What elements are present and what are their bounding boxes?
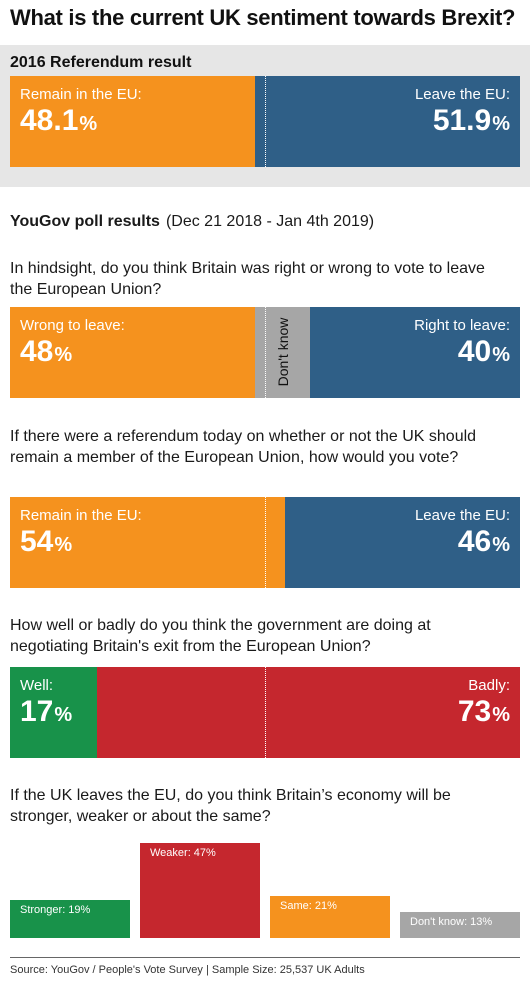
remain-label: Remain in the EU: (20, 86, 142, 103)
referendum-bar: Remain in the EU: 48.1% Leave the EU: 51… (10, 76, 520, 167)
remain-segment (10, 497, 285, 588)
source-note: Source: YouGov / People's Vote Survey | … (10, 964, 365, 976)
footer-divider (10, 957, 520, 958)
right-to-leave-value: 40% (457, 335, 510, 368)
leave-segment (285, 497, 520, 588)
question-2: If there were a referendum today on whet… (10, 428, 477, 466)
stronger-bar (10, 900, 130, 938)
badly-label: Badly: (468, 677, 510, 694)
well-segment (10, 667, 97, 758)
q2-bar: Remain in the EU: 54% Leave the EU: 46% (10, 497, 520, 588)
referendum-heading: 2016 Referendum result (10, 54, 192, 71)
midpoint-line (265, 497, 266, 588)
poll-heading: YouGov poll results (Dec 21 2018 - Jan 4t… (10, 213, 375, 230)
stronger-bar-label: Stronger: 19% (20, 904, 91, 916)
midpoint-line (265, 76, 266, 167)
dont-know-bar-label: Don't know: 13% (410, 916, 493, 928)
well-value: 17% (20, 695, 73, 728)
dont-know-label: Don't know (274, 317, 291, 386)
right-to-leave-label: Right to leave: (414, 317, 510, 334)
dont-know-bar (400, 912, 520, 938)
dont-know-segment (255, 307, 310, 398)
leave-segment (255, 76, 520, 167)
badly-value: 73% (457, 695, 510, 728)
leave-value: 51.9% (432, 104, 510, 137)
leave-label: Leave the EU: (414, 507, 510, 524)
remain-label: Remain in the EU: (20, 507, 142, 524)
wrong-to-leave-value: 48% (20, 335, 73, 368)
midpoint-line (265, 307, 266, 398)
remain-value: 48.1% (20, 104, 98, 137)
leave-label: Leave the EU: (414, 86, 510, 103)
remain-segment (10, 76, 255, 167)
leave-value: 46% (457, 525, 510, 558)
same-bar (270, 896, 390, 938)
wrong-to-leave-label: Wrong to leave: (20, 317, 125, 334)
wrong-to-leave-segment (10, 307, 255, 398)
same-bar-label: Same: 21% (280, 900, 337, 912)
page-title: What is the current UK sentiment towards… (10, 5, 516, 30)
q3-bar: Well: 17% Badly: 73% (10, 667, 520, 758)
right-to-leave-segment (310, 307, 520, 398)
midpoint-line (265, 667, 266, 758)
question-1: In hindsight, do you think Britain was r… (10, 260, 485, 298)
weaker-bar-label: Weaker: 47% (150, 847, 216, 859)
question-3: How well or badly do you think the gover… (10, 617, 431, 655)
badly-segment (97, 667, 520, 758)
question-4: If the UK leaves the EU, do you think Br… (10, 787, 451, 825)
well-label: Well: (20, 677, 54, 694)
remain-value: 54% (20, 525, 73, 558)
weaker-bar (140, 843, 260, 938)
q1-bar: Don't know Wrong to leave: 48% Right to … (10, 307, 520, 398)
